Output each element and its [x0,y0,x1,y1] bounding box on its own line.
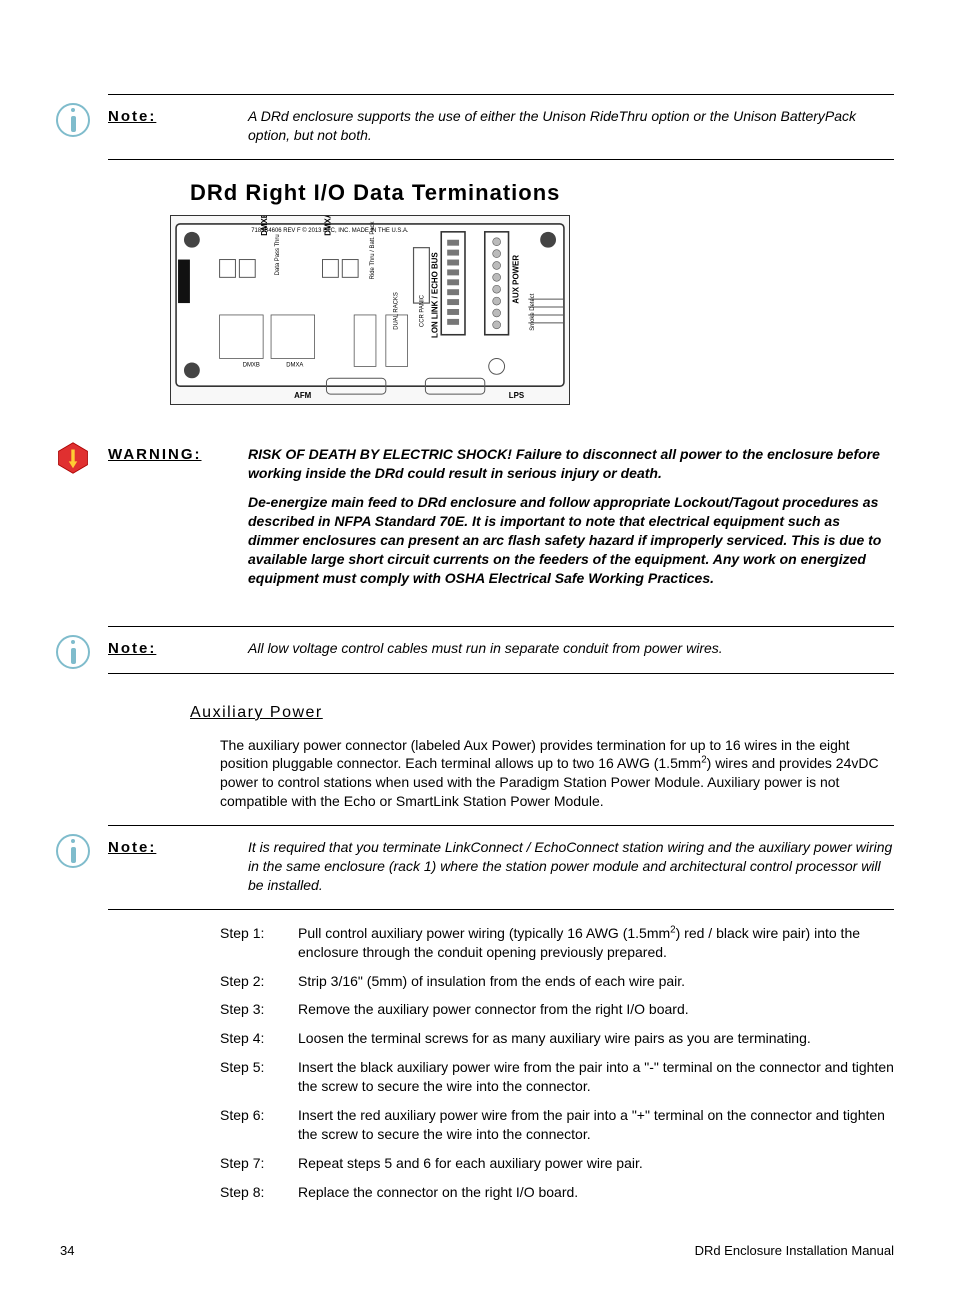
step-row: Step 6: Insert the red auxiliary power w… [220,1106,894,1144]
diag-label-dmxa: DMXA [286,363,303,369]
step-row: Step 8: Replace the connector on the rig… [220,1183,894,1202]
note-body: All low voltage control cables must run … [248,639,894,658]
note-body: A DRd enclosure supports the use of eith… [248,107,894,145]
warning-label: WARNING: [108,445,218,465]
step-label: Step 6: [220,1106,280,1125]
diag-label-afm: AFM [294,392,312,401]
info-icon [56,834,90,868]
step-row: Step 4: Loosen the terminal screws for a… [220,1029,894,1048]
step-label: Step 1: [220,924,280,943]
step-label: Step 5: [220,1058,280,1077]
step-text: Strip 3/16" (5mm) of insulation from the… [298,972,894,991]
step-text: Replace the connector on the right I/O b… [298,1183,894,1202]
section-title: DRd Right I/O Data Terminations [190,178,894,208]
step-label: Step 2: [220,972,280,991]
note-body: It is required that you terminate LinkCo… [248,838,894,895]
step-text: Insert the black auxiliary power wire fr… [298,1058,894,1096]
diag-label-lps: LPS [509,392,524,401]
step-label: Step 7: [220,1154,280,1173]
step-text: Loosen the terminal screws for as many a… [298,1029,894,1048]
step-label: Step 8: [220,1183,280,1202]
page-number: 34 [60,1242,74,1260]
step-row: Step 3: Remove the auxiliary power conne… [220,1000,894,1019]
step-row: Step 5: Insert the black auxiliary power… [220,1058,894,1096]
note-label: Note: [108,639,218,659]
note-block: Note: All low voltage control cables mus… [108,626,894,674]
aux-paragraph: The auxiliary power connector (labeled A… [220,736,894,812]
footer-title: DRd Enclosure Installation Manual [695,1242,894,1260]
diag-label-dual: DUAL RACKS [394,293,400,331]
warning-block: WARNING: RISK OF DEATH BY ELECTRIC SHOCK… [108,433,894,611]
step-text: Repeat steps 5 and 6 for each auxiliary … [298,1154,894,1173]
note-label: Note: [108,107,218,127]
steps-list: Step 1: Pull control auxiliary power wir… [220,924,894,1202]
diag-label-smoke: Smoke Detect [530,294,536,332]
diag-header: 7183B4606 REV F © 2013 ETC, INC. MADE IN… [251,227,409,234]
note-label: Note: [108,838,218,858]
diag-label-panic: CCR PANIC [419,295,425,328]
step-text: Pull control auxiliary power wiring (typ… [298,924,894,962]
step-row: Step 7: Repeat steps 5 and 6 for each au… [220,1154,894,1173]
info-icon [56,635,90,669]
diag-label-aux: AUX POWER [511,255,520,304]
io-board-diagram: DMXB DMXA DMXB DMXA DUAL RACKS CCR PANIC… [170,215,570,405]
step-text: Remove the auxiliary power connector fro… [298,1000,894,1019]
diag-label-data: Data Pass Thru [275,235,281,276]
note-block: Note: It is required that you terminate … [108,825,894,910]
warning-p1: RISK OF DEATH BY ELECTRIC SHOCK! Failure… [248,445,894,483]
info-icon [56,103,90,137]
step-text: Insert the red auxiliary power wire from… [298,1106,894,1144]
warning-icon [56,441,90,475]
diag-label-lon: LON LINK / ECHO BUS [430,253,439,339]
step-row: Step 1: Pull control auxiliary power wir… [220,924,894,962]
diag-label-dmxb: DMXB [243,363,260,369]
warning-body: RISK OF DEATH BY ELECTRIC SHOCK! Failure… [248,445,894,597]
page-footer: 34 DRd Enclosure Installation Manual [60,1242,894,1260]
step-row: Step 2: Strip 3/16" (5mm) of insulation … [220,972,894,991]
warning-p2: De-energize main feed to DRd enclosure a… [248,493,894,587]
note-block: Note: A DRd enclosure supports the use o… [108,94,894,160]
step-label: Step 3: [220,1000,280,1019]
aux-title: Auxiliary Power [190,702,894,724]
step-label: Step 4: [220,1029,280,1048]
